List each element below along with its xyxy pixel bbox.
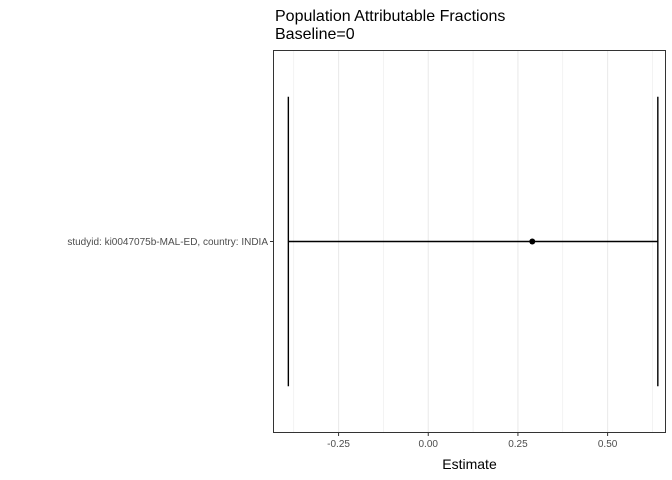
y-axis: studyid: ki0047075b-MAL-ED, country: IND… — [67, 237, 274, 248]
x-tick-label: 0.25 — [508, 439, 528, 450]
x-axis-title: Estimate — [442, 456, 497, 472]
x-tick-label: 0.50 — [598, 439, 618, 450]
chart-subtitle: Baseline=0 — [275, 26, 355, 43]
estimate-point — [529, 238, 536, 245]
x-axis: -0.25 0.00 0.25 0.50 — [327, 432, 618, 450]
x-tick-label: -0.25 — [327, 439, 350, 450]
data-marks — [287, 96, 659, 387]
x-tick-label: 0.00 — [419, 439, 439, 450]
chart-title: Population Attributable Fractions — [275, 8, 505, 25]
y-tick-label: studyid: ki0047075b-MAL-ED, country: IND… — [67, 237, 268, 248]
